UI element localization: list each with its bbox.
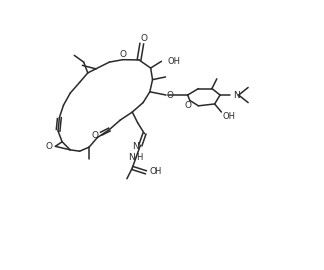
Text: N: N: [233, 90, 239, 100]
Text: OH: OH: [168, 57, 180, 66]
Text: O: O: [141, 34, 148, 43]
Text: O: O: [149, 167, 156, 176]
Text: H: H: [136, 153, 142, 162]
Text: N: N: [128, 153, 135, 162]
Text: O: O: [185, 101, 192, 110]
Text: OH: OH: [223, 112, 236, 122]
Text: H: H: [154, 167, 160, 176]
Text: O: O: [46, 142, 53, 151]
Text: O: O: [119, 50, 126, 59]
Text: O: O: [92, 131, 99, 140]
Text: N: N: [132, 142, 139, 151]
Text: O: O: [166, 91, 173, 100]
